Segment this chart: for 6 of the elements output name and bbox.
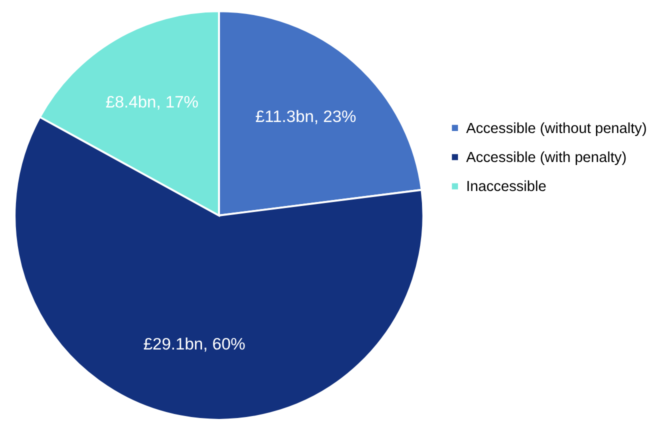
data-label: £8.4bn, 17% [106, 92, 199, 112]
legend-label: Accessible (without penalty) [466, 120, 647, 137]
legend-label: Accessible (with penalty) [466, 150, 627, 166]
data-label: £11.3bn, 23% [255, 106, 357, 126]
data-label: £29.1bn, 60% [143, 334, 246, 354]
legend-label: Inaccessible [466, 179, 546, 196]
